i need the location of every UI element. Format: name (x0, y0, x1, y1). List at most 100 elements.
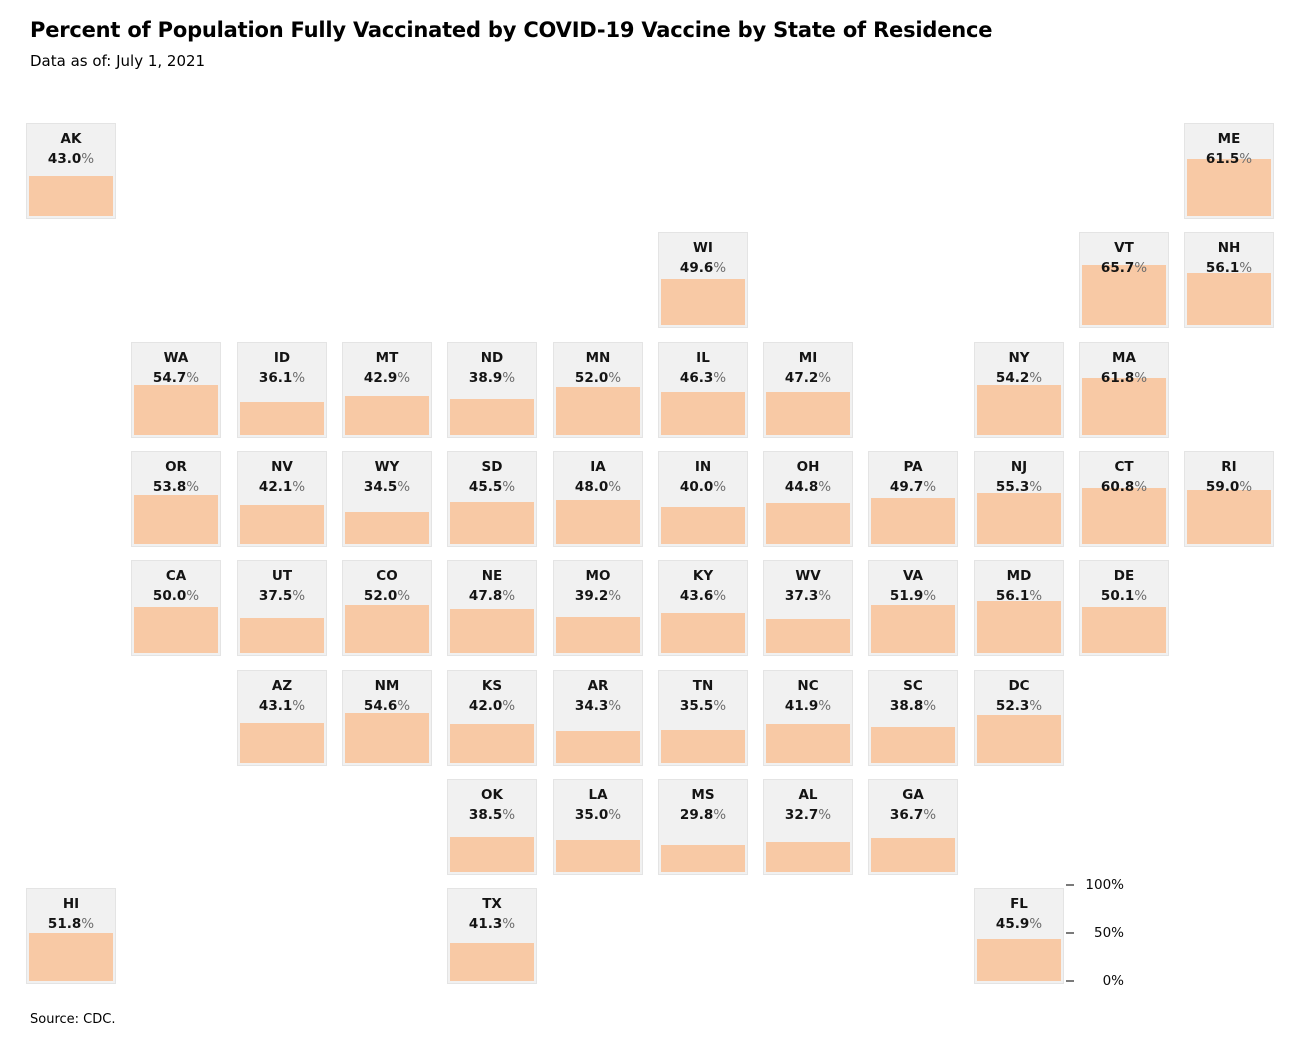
state-abbr: WV (795, 568, 821, 584)
vaccination-rate-bar (1082, 378, 1166, 435)
state-abbr: WY (374, 459, 400, 475)
vaccination-rate-bar (134, 385, 218, 435)
vaccination-rate-bar (240, 402, 324, 435)
state-value: 37.3% (764, 586, 852, 606)
legend-tick-label: 0% (1102, 973, 1124, 989)
state-value: 51.9% (869, 586, 957, 606)
state-abbr: AK (60, 131, 82, 147)
state-value-number: 52.3 (995, 698, 1030, 714)
state-value: 38.5% (448, 805, 536, 825)
source-note: Source: CDC. (30, 1012, 116, 1027)
state-value: 49.6% (659, 258, 747, 278)
vaccination-rate-bar (766, 619, 850, 653)
percent-sign: % (186, 370, 200, 386)
state-tile-co: CO 52.0% (342, 560, 432, 656)
percent-sign: % (397, 370, 411, 386)
percent-sign: % (292, 698, 306, 714)
state-tile-al: AL 32.7% (763, 779, 853, 875)
state-tile-label: LA 35.0% (554, 785, 642, 825)
state-abbr: OK (481, 787, 503, 803)
state-value: 55.3% (975, 477, 1063, 497)
state-tile-label: KS 42.0% (448, 676, 536, 716)
state-tile-label: WA 54.7% (132, 348, 220, 388)
state-abbr: VA (903, 568, 923, 584)
state-tile-hi: HI 51.8% (26, 888, 116, 984)
vaccination-rate-bar (240, 723, 324, 763)
state-value: 37.5% (238, 586, 326, 606)
percent-sign: % (1239, 260, 1253, 276)
state-value-number: 46.3 (679, 370, 714, 386)
state-tile-label: MD 56.1% (975, 566, 1063, 606)
state-value: 47.8% (448, 586, 536, 606)
vaccination-rate-bar (661, 507, 745, 544)
state-value: 56.1% (1185, 258, 1273, 278)
state-value-number: 51.9 (889, 588, 924, 604)
vaccination-rate-bar (134, 495, 218, 544)
percent-sign: % (713, 370, 727, 386)
state-tile-fl: FL 45.9% (974, 888, 1064, 984)
state-value: 39.2% (554, 586, 642, 606)
percent-sign: % (608, 370, 622, 386)
state-value: 29.8% (659, 805, 747, 825)
percent-sign: % (502, 588, 516, 604)
state-value: 35.5% (659, 696, 747, 716)
state-value: 61.8% (1080, 368, 1168, 388)
state-abbr: FL (1010, 896, 1028, 912)
state-value-number: 47.2 (784, 370, 819, 386)
state-abbr: VT (1114, 240, 1134, 256)
state-tile-ma: MA 61.8% (1079, 342, 1169, 438)
percent-sign: % (818, 479, 832, 495)
percent-sign: % (81, 151, 95, 167)
state-abbr: CA (165, 568, 187, 584)
state-tile-label: AZ 43.1% (238, 676, 326, 716)
state-value: 48.0% (554, 477, 642, 497)
state-value-number: 34.5 (363, 479, 398, 495)
state-tile-pa: PA 49.7% (868, 451, 958, 547)
percent-sign: % (818, 588, 832, 604)
state-abbr: PA (903, 459, 923, 475)
percent-sign: % (502, 916, 516, 932)
state-value: 52.3% (975, 696, 1063, 716)
state-value-number: 45.5 (468, 479, 503, 495)
state-value: 34.3% (554, 696, 642, 716)
state-tile-ga: GA 36.7% (868, 779, 958, 875)
state-value: 65.7% (1080, 258, 1168, 278)
state-value-number: 38.5 (468, 807, 503, 823)
state-tile-label: AL 32.7% (764, 785, 852, 825)
state-tile-mn: MN 52.0% (553, 342, 643, 438)
state-tile-label: TN 35.5% (659, 676, 747, 716)
state-tile-ct: CT 60.8% (1079, 451, 1169, 547)
state-tile-label: NM 54.6% (343, 676, 431, 716)
vaccination-rate-bar (1187, 159, 1271, 216)
legend-tick-row: 0% (1066, 973, 1124, 989)
vaccination-rate-bar (556, 617, 640, 653)
state-value-number: 35.5 (679, 698, 714, 714)
tick-mark-icon (1066, 980, 1074, 982)
state-value-number: 41.3 (468, 916, 503, 932)
vaccination-rate-bar (766, 503, 850, 544)
state-tile-wy: WY 34.5% (342, 451, 432, 547)
vaccination-rate-bar (556, 840, 640, 872)
state-value: 60.8% (1080, 477, 1168, 497)
state-value: 43.6% (659, 586, 747, 606)
vaccination-rate-bar (345, 713, 429, 763)
state-abbr: AL (798, 787, 818, 803)
percent-sign: % (1134, 370, 1148, 386)
state-value: 44.8% (764, 477, 852, 497)
legend-tick-row: 100% (1066, 877, 1124, 893)
state-value: 51.8% (27, 914, 115, 934)
vaccination-rate-bar (556, 500, 640, 544)
state-tile-label: VT 65.7% (1080, 238, 1168, 278)
vaccination-rate-bar (345, 396, 429, 435)
state-tile-ky: KY 43.6% (658, 560, 748, 656)
percent-sign: % (502, 698, 516, 714)
state-value: 42.9% (343, 368, 431, 388)
vaccination-rate-bar (134, 607, 218, 653)
percent-sign: % (608, 479, 622, 495)
scale-legend: 100% 50% 0% (1066, 877, 1136, 989)
state-abbr: NC (797, 678, 819, 694)
state-abbr: RI (1221, 459, 1237, 475)
state-tile-label: NV 42.1% (238, 457, 326, 497)
state-value-number: 43.0 (47, 151, 82, 167)
state-value: 45.5% (448, 477, 536, 497)
